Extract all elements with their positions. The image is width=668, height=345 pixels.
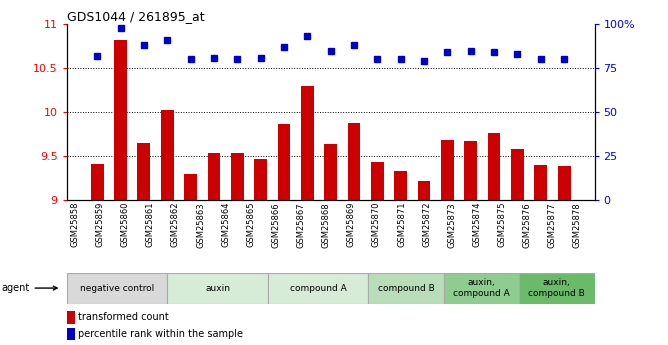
Text: GSM25871: GSM25871	[397, 202, 406, 247]
Text: negative control: negative control	[80, 284, 154, 293]
Text: GSM25872: GSM25872	[422, 202, 431, 247]
Bar	[394, 171, 407, 200]
Text: compound B: compound B	[377, 284, 434, 293]
Bar	[301, 86, 314, 200]
Text: GSM25866: GSM25866	[271, 202, 281, 248]
Text: GSM25863: GSM25863	[196, 202, 205, 248]
Text: GSM25876: GSM25876	[522, 202, 532, 248]
Bar	[534, 165, 547, 200]
Text: GSM25865: GSM25865	[246, 202, 255, 247]
Text: GDS1044 / 261895_at: GDS1044 / 261895_at	[67, 10, 204, 23]
Bar	[444, 273, 519, 304]
Bar	[67, 273, 167, 304]
Bar	[67, 328, 75, 340]
Bar	[231, 154, 244, 200]
Text: auxin,
compound A: auxin, compound A	[453, 278, 510, 298]
Text: GSM25864: GSM25864	[221, 202, 230, 247]
Text: GSM25867: GSM25867	[297, 202, 305, 248]
Bar	[488, 133, 500, 200]
Text: GSM25862: GSM25862	[171, 202, 180, 247]
Text: auxin: auxin	[205, 284, 230, 293]
Bar	[418, 181, 430, 200]
Text: transformed count: transformed count	[78, 313, 169, 322]
Bar	[268, 273, 368, 304]
Bar	[519, 273, 595, 304]
Text: GSM25860: GSM25860	[121, 202, 130, 247]
Bar	[67, 311, 75, 324]
Bar	[208, 154, 220, 200]
Bar	[558, 166, 570, 200]
Text: GSM25859: GSM25859	[96, 202, 104, 247]
Text: GSM25868: GSM25868	[322, 202, 331, 248]
Bar	[368, 273, 444, 304]
Bar	[138, 143, 150, 200]
Bar	[114, 40, 127, 200]
Text: GSM25877: GSM25877	[548, 202, 557, 248]
Bar	[441, 140, 454, 200]
Text: agent: agent	[1, 283, 57, 293]
Text: GSM25875: GSM25875	[498, 202, 506, 247]
Text: GSM25874: GSM25874	[472, 202, 482, 247]
Text: GSM25878: GSM25878	[573, 202, 582, 248]
Bar	[324, 144, 337, 200]
Text: GSM25870: GSM25870	[372, 202, 381, 247]
Bar	[347, 123, 361, 200]
Bar	[277, 125, 291, 200]
Bar	[464, 141, 477, 200]
Text: GSM25858: GSM25858	[70, 202, 79, 247]
Bar	[184, 174, 197, 200]
Text: GSM25861: GSM25861	[146, 202, 155, 247]
Text: GSM25873: GSM25873	[448, 202, 456, 248]
Bar	[91, 164, 104, 200]
Text: GSM25869: GSM25869	[347, 202, 356, 247]
Text: auxin,
compound B: auxin, compound B	[528, 278, 585, 298]
Bar	[255, 159, 267, 200]
Text: compound A: compound A	[290, 284, 347, 293]
Bar	[511, 149, 524, 200]
Text: percentile rank within the sample: percentile rank within the sample	[78, 329, 243, 339]
Bar	[167, 273, 268, 304]
Bar	[371, 162, 384, 200]
Bar	[161, 110, 174, 200]
